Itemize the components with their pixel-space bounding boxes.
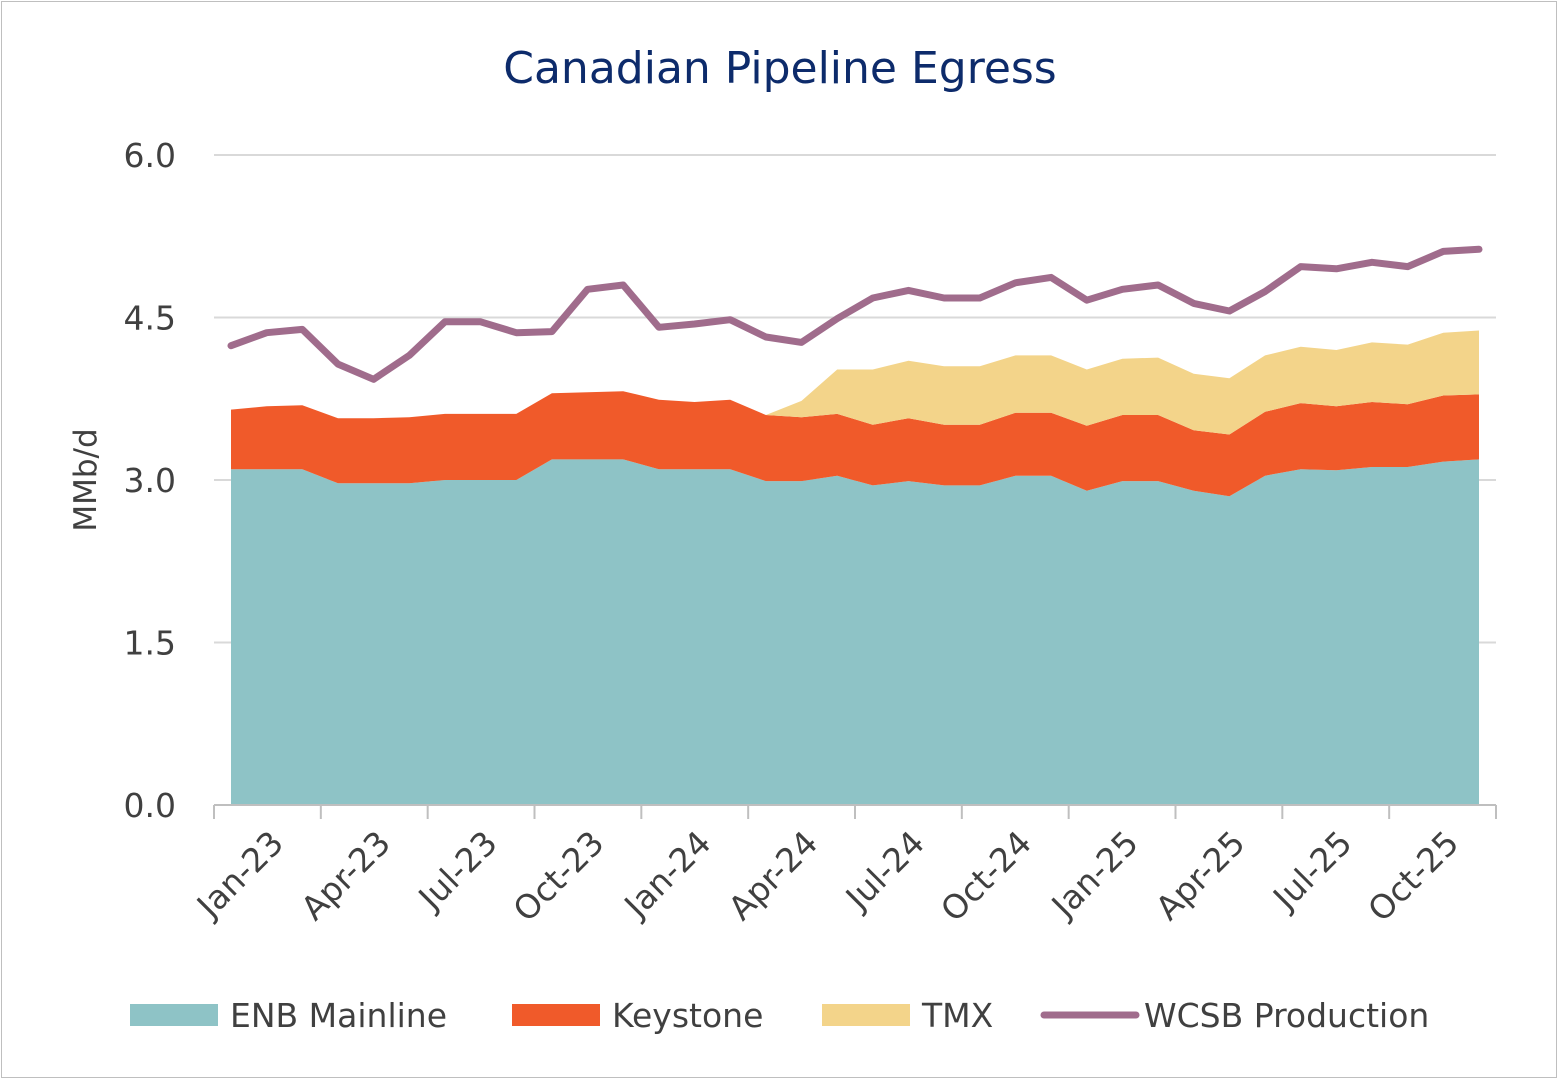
y-axis-label: MMb/d (68, 428, 104, 531)
legend-swatch-enb-mainline (130, 1004, 218, 1026)
y-tick-label: 4.5 (124, 299, 176, 338)
x-tick-label: Apr-24 (721, 823, 826, 928)
legend-label-keystone: Keystone (612, 996, 763, 1035)
y-tick-label: 0.0 (124, 786, 176, 825)
legend: ENB Mainline Keystone TMX WCSB Production (130, 996, 1429, 1035)
area-tmx (231, 330, 1479, 435)
y-tick-labels: 0.0 1.5 3.0 4.5 6.0 (124, 136, 176, 825)
legend-swatch-tmx (822, 1004, 910, 1026)
x-tick-label: Jul-25 (1264, 823, 1359, 918)
legend-label-enb-mainline: ENB Mainline (230, 996, 447, 1035)
line-series (227, 245, 1483, 383)
legend-swatch-keystone (512, 1004, 600, 1026)
legend-label-wcsb-production: WCSB Production (1144, 996, 1429, 1035)
area-enb-mainline (231, 459, 1479, 805)
x-tick-label: Apr-23 (293, 823, 398, 928)
chart-title: Canadian Pipeline Egress (503, 43, 1056, 94)
legend-label-tmx: TMX (921, 996, 993, 1035)
stacked-areas (231, 330, 1479, 805)
line-wcsb-production (227, 245, 1483, 383)
axes (213, 804, 1497, 819)
x-tick-label: Jan-25 (1043, 823, 1146, 926)
x-tick-label: Apr-25 (1148, 823, 1253, 928)
y-tick-label: 3.0 (124, 461, 176, 500)
x-tick-label: Oct-23 (506, 823, 612, 929)
x-tick-label: Jul-23 (409, 823, 504, 918)
y-tick-label: 6.0 (124, 136, 176, 175)
x-tick-label: Jan-24 (615, 823, 718, 926)
x-tick-labels: Jan-23 Apr-23 Jul-23 Oct-23 Jan-24 Apr-24 Jul-… (188, 823, 1466, 929)
y-tick-label: 1.5 (124, 624, 176, 663)
x-tick-label: Oct-25 (1360, 823, 1466, 929)
x-tick-label: Jul-24 (837, 823, 932, 918)
area-keystone (231, 391, 1479, 497)
x-tick-label: Jan-23 (188, 823, 291, 926)
x-tick-label: Oct-24 (933, 823, 1039, 929)
